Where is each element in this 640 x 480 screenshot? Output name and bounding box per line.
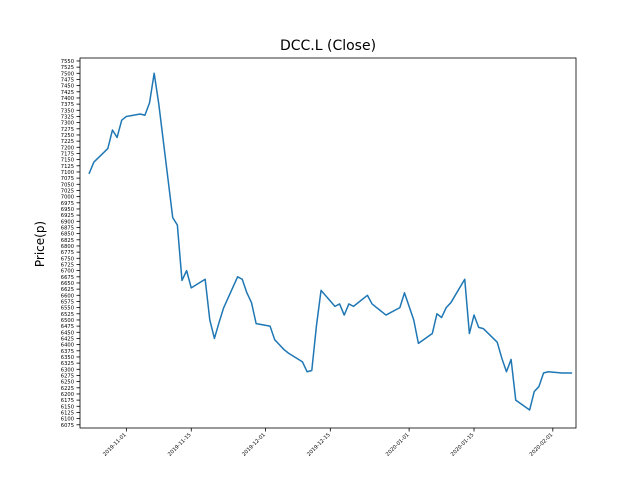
chart-title: DCC.L (Close) [280, 38, 376, 54]
y-tick-label: 6525 [61, 312, 74, 318]
y-tick-label: 7350 [61, 108, 74, 114]
y-tick-label: 6450 [61, 330, 74, 336]
y-tick-label: 7000 [61, 195, 74, 201]
y-tick-label: 6250 [61, 380, 74, 386]
y-tick-label: 6500 [61, 318, 74, 324]
y-tick-label: 7300 [61, 121, 74, 127]
y-tick-label: 7250 [61, 133, 74, 139]
y-tick-label: 7450 [61, 84, 74, 90]
y-tick-label: 6725 [61, 262, 74, 268]
y-tick-label: 6900 [61, 219, 74, 225]
y-tick-label: 6600 [61, 293, 74, 299]
y-tick-label: 7325 [61, 114, 74, 120]
y-tick-label: 6150 [61, 404, 74, 410]
axes-frame [79, 57, 577, 429]
y-tick-label: 7425 [61, 90, 74, 96]
y-tick-label: 6100 [61, 417, 74, 423]
y-tick-label: 7025 [61, 188, 74, 194]
y-tick-label: 7125 [61, 164, 74, 170]
y-tick-label: 6275 [61, 373, 74, 379]
y-tick-label: 7100 [61, 170, 74, 176]
y-tick-label: 6075 [61, 423, 74, 429]
y-tick-label: 7175 [61, 151, 74, 157]
y-tick-label: 7200 [61, 145, 74, 151]
y-tick-label: 6875 [61, 225, 74, 231]
y-tick-label: 6975 [61, 201, 74, 207]
y-tick-label: 6475 [61, 324, 74, 330]
y-tick-label: 6225 [61, 386, 74, 392]
y-axis-label: Price(p) [33, 221, 47, 267]
y-tick-label: 7550 [61, 59, 74, 65]
y-tick-label: 7400 [61, 96, 74, 102]
y-tick-label: 6700 [61, 269, 74, 275]
plot-area [88, 72, 573, 411]
y-tick-label: 6300 [61, 367, 74, 373]
y-tick-label: 6825 [61, 238, 74, 244]
y-tick-label: 7375 [61, 102, 74, 108]
y-tick-label: 7525 [61, 65, 74, 71]
y-tick-label: 7500 [61, 71, 74, 77]
y-tick-label: 6750 [61, 256, 74, 262]
y-tick-label: 6650 [61, 281, 74, 287]
y-axis: 6075610061256150617562006225625062756300… [61, 59, 80, 429]
y-tick-label: 7050 [61, 182, 74, 188]
y-tick-label: 6800 [61, 244, 74, 250]
y-tick-label: 6125 [61, 410, 74, 416]
y-tick-label: 7475 [61, 77, 74, 83]
y-tick-label: 6425 [61, 336, 74, 342]
y-tick-label: 7225 [61, 139, 74, 145]
y-tick-label: 6625 [61, 287, 74, 293]
y-tick-label: 6175 [61, 398, 74, 404]
series-line [88, 72, 573, 411]
y-tick-label: 6375 [61, 349, 74, 355]
y-tick-label: 6850 [61, 232, 74, 238]
y-tick-label: 6950 [61, 207, 74, 213]
y-tick-label: 6200 [61, 392, 74, 398]
y-tick-label: 6350 [61, 355, 74, 361]
y-tick-label: 7275 [61, 127, 74, 133]
y-tick-label: 6925 [61, 213, 74, 219]
y-tick-label: 6675 [61, 275, 74, 281]
y-tick-label: 6400 [61, 343, 74, 349]
y-tick-label: 7075 [61, 176, 74, 182]
y-tick-label: 6325 [61, 361, 74, 367]
y-tick-label: 7150 [61, 158, 74, 164]
y-tick-label: 6550 [61, 306, 74, 312]
y-tick-label: 6575 [61, 299, 74, 305]
y-tick-label: 6775 [61, 250, 74, 256]
